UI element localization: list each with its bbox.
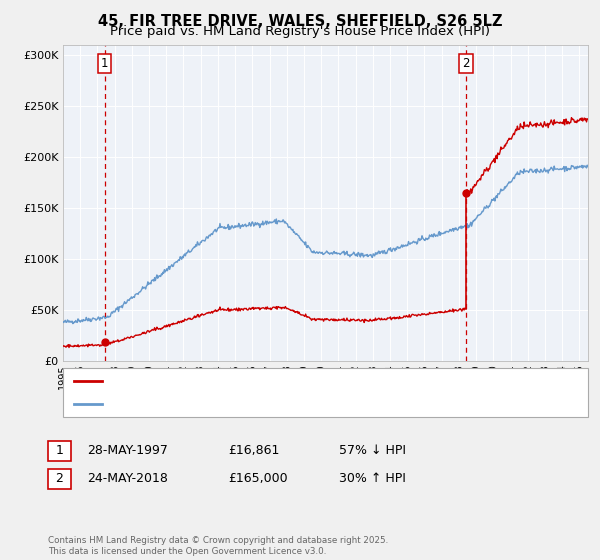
Text: 1: 1 [55, 444, 64, 458]
Text: 28-MAY-1997: 28-MAY-1997 [87, 444, 168, 458]
Text: 45, FIR TREE DRIVE, WALES, SHEFFIELD, S26 5LZ (semi-detached house): 45, FIR TREE DRIVE, WALES, SHEFFIELD, S2… [106, 376, 520, 386]
Text: 24-MAY-2018: 24-MAY-2018 [87, 472, 168, 486]
Text: 2: 2 [463, 57, 470, 70]
Text: 30% ↑ HPI: 30% ↑ HPI [339, 472, 406, 486]
Text: 2: 2 [55, 472, 64, 486]
Text: HPI: Average price, semi-detached house, Rotherham: HPI: Average price, semi-detached house,… [106, 399, 412, 409]
Text: Price paid vs. HM Land Registry's House Price Index (HPI): Price paid vs. HM Land Registry's House … [110, 25, 490, 38]
Text: £165,000: £165,000 [228, 472, 287, 486]
Text: 57% ↓ HPI: 57% ↓ HPI [339, 444, 406, 458]
Text: £16,861: £16,861 [228, 444, 280, 458]
Text: 1: 1 [101, 57, 109, 70]
Text: Contains HM Land Registry data © Crown copyright and database right 2025.
This d: Contains HM Land Registry data © Crown c… [48, 536, 388, 556]
Text: 45, FIR TREE DRIVE, WALES, SHEFFIELD, S26 5LZ: 45, FIR TREE DRIVE, WALES, SHEFFIELD, S2… [98, 14, 502, 29]
